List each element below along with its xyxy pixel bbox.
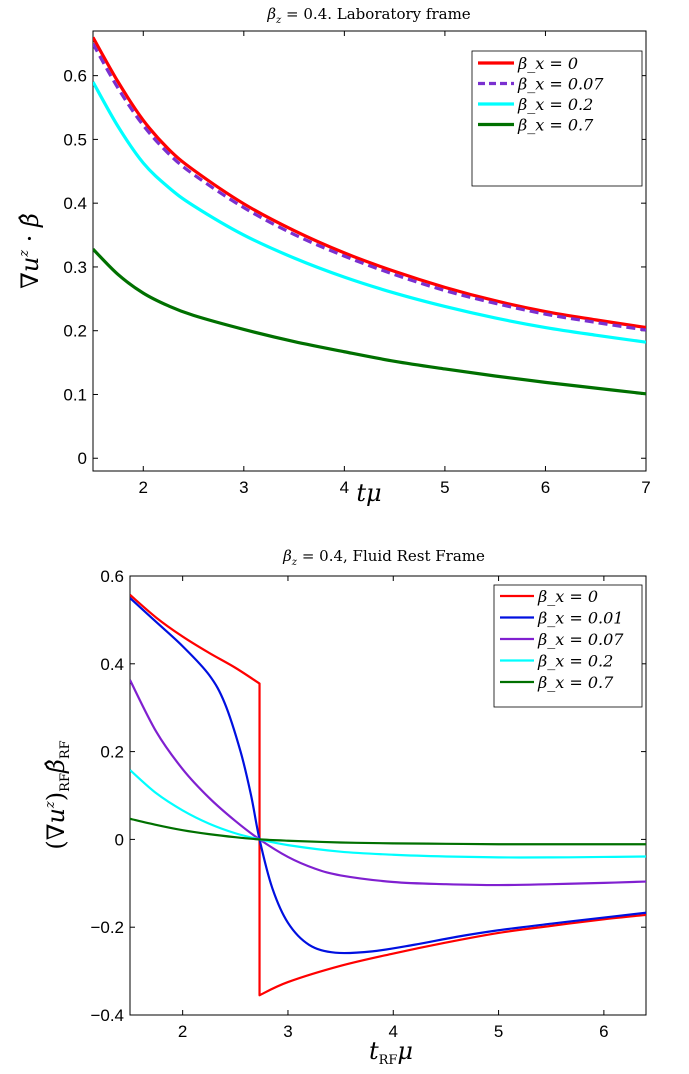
x-tick-label: 7 [641,478,650,497]
y-tick-label: 0 [115,830,124,849]
y-tick-label: 0.2 [63,322,87,341]
chart-2-legend-box [493,584,643,708]
legend-label-0: β_x = 0 [517,54,578,73]
chart-2-title: βz = 0.4, Fluid Rest Frame [282,547,485,568]
y-tick-label: 0.4 [100,655,124,674]
series-line-1 [93,42,646,332]
chart-2-y-ticks: −0.4 −0.2 0 0.2 0.4 0.6 [90,567,646,1025]
x-tick-label: 6 [541,478,550,497]
x-tick-label: 5 [440,478,449,497]
x-tick-label: 3 [283,1022,292,1041]
x-tick-label: 5 [494,1022,503,1041]
chart-2-y-axis-label: (∇uz)RFβ̂RF [42,740,73,849]
y-tick-label: −0.2 [90,918,124,937]
x-tick-label: 6 [599,1022,608,1041]
series-line-0 [130,594,646,997]
series-line-3 [93,247,646,396]
chart-2-series [130,594,646,997]
y-tick-label: 0.6 [100,567,124,586]
series-line-3 [130,769,646,859]
x-tick-label: 4 [340,478,349,497]
legend-label-3: β_x = 0.2 [537,652,613,671]
chart-1-y-axis-label: ∇uz · β̂ [16,213,44,289]
y-tick-label: 0 [78,449,87,468]
x-tick-label: 3 [239,478,248,497]
legend-label-4: β_x = 0.7 [537,673,614,692]
y-tick-label: 0.5 [63,130,87,149]
chart-1-x-axis-label: tμ [356,479,381,507]
series-line-4 [130,817,646,846]
chart-1-title: βz = 0.4. Laboratory frame [266,5,470,26]
chart-1-legend-box [471,50,643,187]
y-tick-label: 0.4 [63,194,87,213]
y-tick-label: −0.4 [90,1006,124,1025]
series-line-2 [93,81,646,344]
chart-1-legend: β_x = 0 β_x = 0.07β_x = 0.2 β_x = 0.7 [471,50,643,187]
chart-2-x-ticks: 2 3 4 5 6 [178,576,609,1041]
x-tick-label: 2 [178,1022,187,1041]
series-line-0 [93,36,646,330]
legend-label-2: β_x = 0.2 [517,95,593,114]
x-tick-label: 4 [389,1022,398,1041]
legend-label-3: β_x = 0.7 [517,116,594,135]
chart-laboratory-frame: βz = 0.4. Laboratory frame 2 3 4 5 6 7 0 0.1 0.… [16,5,651,507]
series-line-1 [130,597,646,955]
y-tick-label: 0.3 [63,258,87,277]
legend-label-1: β_x = 0.07 [517,75,604,94]
y-tick-label: 0.1 [63,385,87,404]
x-tick-label: 2 [139,478,148,497]
legend-label-2: β_x = 0.07 [537,630,624,649]
series-line-2 [130,679,646,887]
chart-1-x-ticks: 2 3 4 5 6 7 [139,31,651,497]
legend-label-0: β_x = 0 [537,587,598,606]
chart-1-y-ticks: 0 0.1 0.2 0.3 0.4 0.5 0.6 [63,67,646,468]
legend-label-1: β_x = 0.01 [537,609,623,628]
chart-2-x-axis-label: tRFμ [369,1037,413,1068]
chart-1-series [93,36,646,396]
y-tick-label: 0.2 [100,743,124,762]
y-tick-label: 0.6 [63,67,87,86]
chart-2-legend: β_x = 0 β_x = 0.01 β_x = 0.07 β_x = 0.2 β_x … [493,584,643,708]
